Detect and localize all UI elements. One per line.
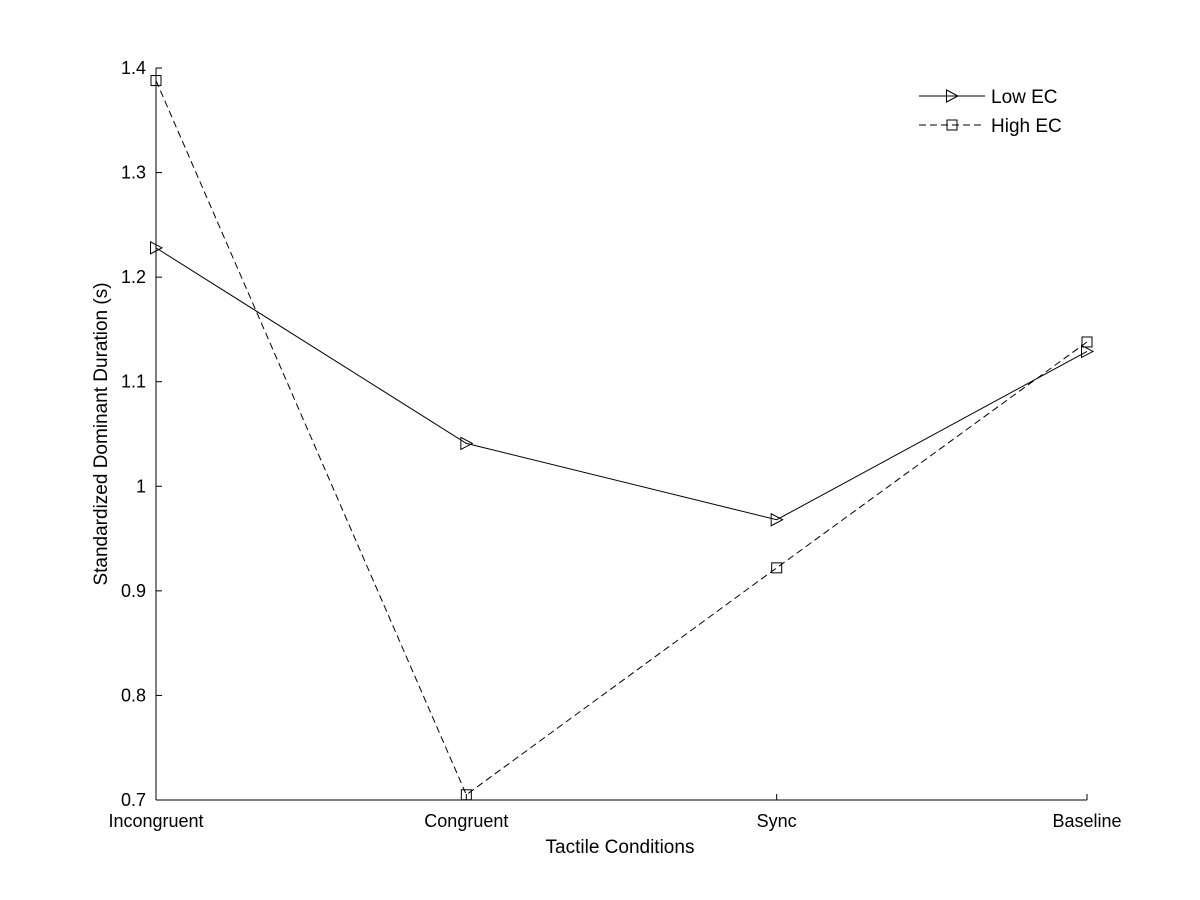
series-high-ec: [150, 75, 1093, 801]
data-point-marker: [460, 789, 472, 801]
x-tick-label: Baseline: [1052, 811, 1121, 831]
y-tick-label: 0.7: [121, 790, 146, 810]
y-tick-label: 0.8: [121, 685, 146, 705]
y-axis-ticks: 0.7 0.8 0.9 1 1.1 1.2 1.3 1.4: [121, 58, 162, 810]
series-line: [155, 80, 1088, 796]
legend-label: High EC: [991, 116, 1062, 137]
x-tick-label: Congruent: [424, 811, 508, 831]
y-tick-label: 1.1: [121, 372, 146, 392]
data-point-marker: [770, 512, 784, 527]
legend-label: Low EC: [991, 87, 1058, 108]
data-point-marker: [460, 436, 474, 451]
y-tick-label: 0.9: [121, 581, 146, 601]
x-axis-ticks: Incongruent Congruent Sync Baseline: [108, 794, 1122, 831]
x-tick-label: Sync: [757, 811, 797, 831]
x-tick-label: Incongruent: [108, 811, 203, 831]
y-tick-label: 1.4: [121, 58, 146, 78]
series-line: [155, 247, 1088, 521]
data-point-marker: [771, 562, 783, 574]
y-tick-label: 1.2: [121, 267, 146, 287]
data-point-marker: [150, 241, 164, 255]
data-point-marker: [1081, 344, 1095, 359]
data-point-marker: [150, 75, 162, 87]
y-tick-label: 1.3: [121, 163, 146, 183]
series-layer: [150, 75, 1095, 801]
y-tick-label: 1: [136, 476, 146, 496]
legend-marker: [946, 119, 958, 131]
data-point-marker: [1081, 336, 1093, 348]
plot-area: [155, 68, 1087, 801]
x-axis-label: Tactile Conditions: [546, 837, 695, 858]
y-axis-label: Standardized Dominant Duration (s): [91, 282, 112, 585]
series-low-ec: [150, 241, 1095, 527]
legend-marker: [946, 89, 960, 103]
legend: Low EC High EC: [919, 87, 1062, 137]
